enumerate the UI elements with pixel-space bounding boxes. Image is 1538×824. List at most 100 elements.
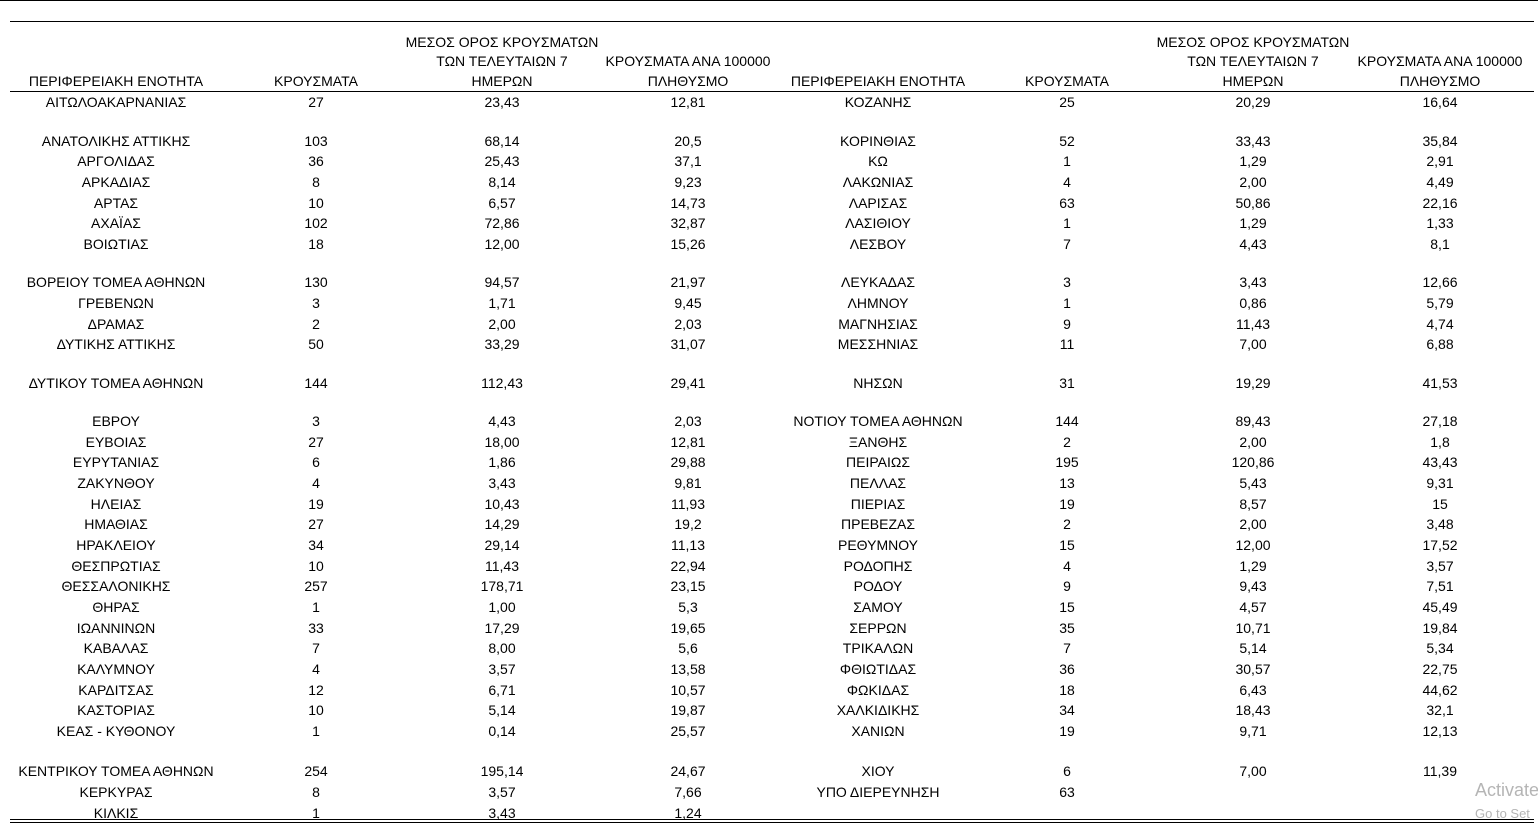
- cell-left-cases: 50: [308, 336, 324, 352]
- cell-right-region: ΤΡΙΚΑΛΩΝ: [842, 640, 914, 656]
- cell-right-region: ΠΡΕΒΕΖΑΣ: [840, 516, 916, 532]
- cell-left-per100k: 29,88: [670, 454, 706, 470]
- cell-left-region: ΕΥΡΥΤΑΝΙΑΣ: [72, 454, 160, 470]
- cell-left-per100k: 24,67: [670, 763, 706, 779]
- cell-left-cases: 144: [304, 375, 328, 391]
- cell-left-cases: 27: [308, 434, 324, 450]
- cell-right-cases: 15: [1059, 537, 1075, 553]
- cell-left-cases: 1: [312, 805, 320, 821]
- cell-right-avg7: 4,57: [1239, 599, 1267, 615]
- cell-right-per100k: 15: [1432, 496, 1448, 512]
- cell-left-cases: 1: [312, 599, 320, 615]
- cell-right-cases: 9: [1063, 578, 1071, 594]
- cell-left-cases: 19: [308, 496, 324, 512]
- header-right-per100k: ΚΡΟΥΣΜΑΤΑ ΑΝΑ 100000 ΠΛΗΘΥΣΜΟ: [1357, 53, 1523, 89]
- cell-left-avg7: 2,00: [488, 316, 516, 332]
- cell-left-region: ΑΙΤΩΛΟΑΚΑΡΝΑΝΙΑΣ: [45, 94, 187, 110]
- cell-left-region: ΒΟΡΕΙΟΥ ΤΟΜΕΑ ΑΘΗΝΩΝ: [26, 274, 206, 290]
- cell-right-avg7: 7,00: [1239, 763, 1267, 779]
- cell-right-per100k: 17,52: [1422, 537, 1458, 553]
- cell-right-cases: 25: [1059, 94, 1075, 110]
- cell-left-avg7: 178,71: [480, 578, 524, 594]
- cell-left-cases: 257: [304, 578, 328, 594]
- cell-left-avg7: 10,43: [484, 496, 520, 512]
- cell-left-avg7: 33,29: [484, 336, 520, 352]
- cell-right-avg7: 8,57: [1239, 496, 1267, 512]
- cell-right-region: ΞΑΝΘΗΣ: [848, 434, 908, 450]
- cell-right-region: ΡΟΔΟΠΗΣ: [843, 558, 913, 574]
- cell-right-per100k: 43,43: [1422, 454, 1458, 470]
- cell-right-avg7: 2,00: [1239, 174, 1267, 190]
- cell-right-cases: 6: [1063, 763, 1071, 779]
- cell-left-per100k: 9,23: [674, 174, 702, 190]
- cell-right-avg7: 9,43: [1239, 578, 1267, 594]
- cell-left-per100k: 2,03: [674, 413, 702, 429]
- cell-left-per100k: 22,94: [670, 558, 706, 574]
- cell-right-cases: 9: [1063, 316, 1071, 332]
- cell-left-per100k: 21,97: [670, 274, 706, 290]
- cell-left-per100k: 32,87: [670, 215, 706, 231]
- cell-right-cases: 3: [1063, 274, 1071, 290]
- cell-left-avg7: 8,14: [488, 174, 516, 190]
- cell-left-per100k: 20,5: [674, 133, 702, 149]
- cell-left-per100k: 19,87: [670, 702, 706, 718]
- cell-right-region: ΝΟΤΙΟΥ ΤΟΜΕΑ ΑΘΗΝΩΝ: [793, 413, 963, 429]
- cell-right-region: ΣΕΡΡΩΝ: [849, 620, 907, 636]
- cell-right-per100k: 27,18: [1422, 413, 1458, 429]
- cell-right-region: ΛΑΡΙΣΑΣ: [848, 195, 908, 211]
- cell-right-cases: 19: [1059, 723, 1075, 739]
- cell-right-per100k: 45,49: [1422, 599, 1458, 615]
- cell-left-avg7: 195,14: [480, 763, 524, 779]
- cell-left-avg7: 0,14: [488, 723, 516, 739]
- cell-right-per100k: 16,64: [1422, 94, 1458, 110]
- cell-right-region: ΧΑΛΚΙΔΙΚΗΣ: [836, 702, 920, 718]
- cell-right-region: ΣΑΜΟΥ: [853, 599, 903, 615]
- header-right-cases: ΚΡΟΥΣΜΑΤΑ: [1025, 72, 1109, 89]
- cell-left-avg7: 3,57: [488, 784, 516, 800]
- cell-left-per100k: 2,03: [674, 316, 702, 332]
- cell-left-per100k: 10,57: [670, 682, 706, 698]
- cell-right-region: ΚΟΡΙΝΘΙΑΣ: [840, 133, 916, 149]
- cell-left-region: ΓΡΕΒΕΝΩΝ: [78, 295, 154, 311]
- cell-left-avg7: 14,29: [484, 516, 520, 532]
- cell-left-cases: 8: [312, 784, 320, 800]
- cell-right-cases: 13: [1059, 475, 1075, 491]
- cell-right-per100k: 11,39: [1423, 763, 1457, 779]
- cell-left-per100k: 1,24: [674, 805, 702, 821]
- cell-right-cases: 15: [1059, 599, 1075, 615]
- cell-left-per100k: 29,41: [670, 375, 706, 391]
- cell-right-avg7: 12,00: [1235, 537, 1271, 553]
- cell-left-region: ΑΝΑΤΟΛΙΚΗΣ ΑΤΤΙΚΗΣ: [41, 133, 191, 149]
- cell-right-per100k: 4,49: [1426, 174, 1454, 190]
- cell-left-per100k: 11,93: [671, 496, 705, 512]
- cell-left-avg7: 3,43: [488, 475, 516, 491]
- cell-right-avg7: 10,71: [1235, 620, 1271, 636]
- cell-right-per100k: 3,48: [1426, 516, 1454, 532]
- cell-left-avg7: 3,57: [488, 661, 516, 677]
- cell-left-cases: 12: [308, 682, 324, 698]
- cell-right-avg7: 3,43: [1239, 274, 1267, 290]
- cell-right-per100k: 3,57: [1426, 558, 1454, 574]
- cell-left-cases: 2: [312, 316, 320, 332]
- cell-right-region: ΠΙΕΡΙΑΣ: [850, 496, 906, 512]
- cell-left-per100k: 12,81: [670, 94, 706, 110]
- cell-left-region: ΔΡΑΜΑΣ: [87, 316, 145, 332]
- cell-left-cases: 254: [304, 763, 328, 779]
- cell-left-avg7: 1,86: [488, 454, 516, 470]
- cell-left-per100k: 31,07: [670, 336, 706, 352]
- cell-right-avg7: 33,43: [1235, 133, 1271, 149]
- cell-left-per100k: 9,81: [674, 475, 702, 491]
- cell-left-avg7: 25,43: [484, 153, 520, 169]
- cell-right-avg7: 50,86: [1235, 195, 1271, 211]
- cell-left-avg7: 1,00: [488, 599, 516, 615]
- cell-right-region: ΜΕΣΣΗΝΙΑΣ: [837, 336, 919, 352]
- header-right-avg7: ΜΕΣΟΣ ΟΡΟΣ ΚΡΟΥΣΜΑΤΩΝ ΤΩΝ ΤΕΛΕΥΤΑΙΩΝ 7 Η…: [1156, 33, 1350, 89]
- cell-right-cases: 1: [1063, 295, 1071, 311]
- cell-right-region: ΜΑΓΝΗΣΙΑΣ: [838, 316, 918, 332]
- cell-right-cases: 34: [1059, 702, 1075, 718]
- cell-right-region: ΚΩ: [868, 153, 888, 169]
- cell-right-avg7: 18,43: [1235, 702, 1271, 718]
- cell-right-cases: 11: [1059, 336, 1075, 352]
- cell-left-per100k: 5,3: [678, 599, 698, 615]
- cell-left-cases: 10: [308, 195, 324, 211]
